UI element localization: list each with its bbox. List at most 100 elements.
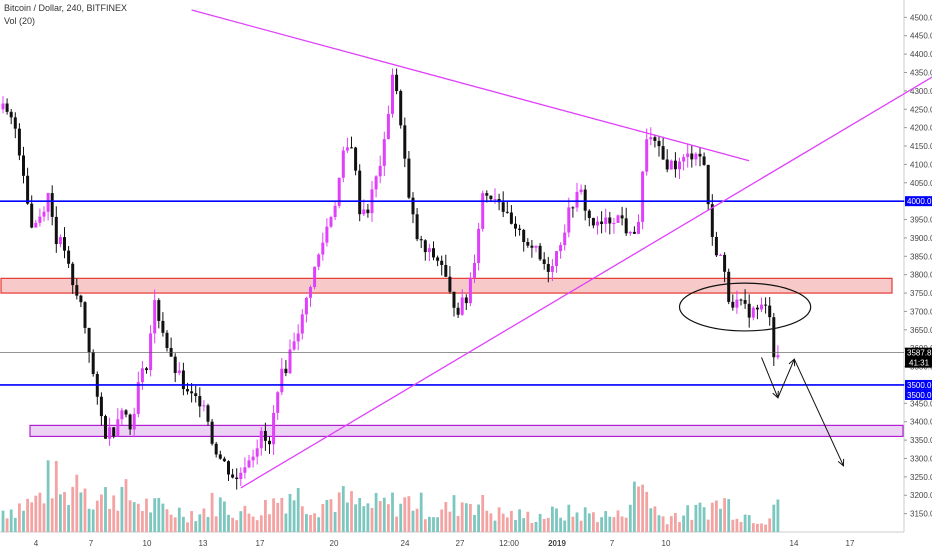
volume-bar	[760, 523, 763, 532]
candle-body	[222, 458, 226, 462]
volume-bar	[702, 507, 706, 532]
projection-arrow	[761, 357, 779, 399]
candle-body	[436, 257, 440, 261]
candle-body	[723, 254, 727, 272]
volume-bar	[288, 493, 292, 532]
price-tick-label: 3450.0	[910, 399, 932, 408]
time-tick-label: 12:00	[499, 539, 520, 548]
volume-bar	[91, 509, 95, 532]
volume-bar	[346, 502, 349, 532]
time-tick-label: 7	[610, 539, 615, 548]
candle-body	[321, 242, 325, 255]
candle-body	[612, 222, 616, 224]
candle-body	[329, 217, 333, 227]
candle-body	[268, 440, 271, 445]
volume-bar	[104, 487, 107, 532]
volume-bar	[411, 510, 415, 532]
volume-bar	[120, 486, 124, 532]
candle-body	[378, 165, 382, 177]
volume-bar	[514, 520, 517, 532]
candle-body	[751, 307, 755, 318]
price-tick-label: 4300.0	[910, 87, 932, 96]
volume-bar	[251, 516, 255, 532]
volume-bar	[227, 514, 230, 532]
candle-body	[177, 370, 181, 373]
candle-body	[26, 175, 30, 204]
candle-body	[116, 419, 120, 437]
volume-bar	[157, 497, 161, 532]
volume-bar	[50, 498, 54, 532]
volume-bar	[309, 515, 312, 532]
price-tick-label: 3350.0	[910, 436, 932, 445]
candle-body	[444, 264, 448, 277]
candle-body	[669, 160, 673, 170]
time-tick-label: 27	[456, 539, 465, 548]
volume-bar	[657, 515, 661, 532]
volume-bar	[329, 499, 333, 532]
volume-bar	[493, 520, 497, 532]
projection-arrow	[777, 359, 795, 399]
volume-bar	[387, 504, 390, 532]
volume-bar	[391, 492, 394, 532]
volume-bar	[202, 508, 206, 532]
candle-body	[227, 461, 230, 475]
resistance-zone	[0, 277, 893, 294]
candle-body	[67, 250, 71, 264]
volume-bar	[464, 503, 468, 532]
candle-body	[374, 176, 378, 190]
volume-bar	[436, 517, 439, 532]
current-price-label: 3587.8	[907, 349, 932, 358]
volume-bar	[223, 501, 226, 532]
volume-bar	[661, 516, 665, 532]
candle-body	[186, 389, 189, 392]
time-tick-label: 2019	[548, 539, 566, 548]
candle-body	[518, 228, 522, 230]
candle-body	[210, 421, 214, 444]
price-tick-label: 3750.0	[910, 289, 932, 298]
volume-bar	[243, 505, 247, 532]
candle-body	[337, 177, 341, 206]
candle-body	[542, 259, 546, 264]
candle-body	[760, 304, 763, 310]
candle-body	[13, 117, 17, 129]
volume-bar	[743, 514, 747, 532]
candle-body	[247, 460, 251, 468]
candle-body	[34, 222, 38, 228]
volume-bar	[526, 511, 530, 532]
volume-bar	[751, 523, 755, 532]
volume-bar	[165, 509, 169, 532]
volume-bar	[538, 513, 542, 532]
volume-bar	[776, 499, 780, 532]
candle-body	[9, 111, 13, 118]
candle-body	[657, 140, 661, 147]
volume-bar	[764, 524, 767, 532]
volume-bar	[333, 512, 337, 532]
candle-body	[526, 241, 530, 246]
support-zone	[29, 424, 904, 438]
candle-body	[128, 414, 132, 430]
candle-body	[411, 197, 415, 215]
candle-body	[567, 207, 571, 233]
candle-body	[477, 228, 481, 263]
volume-bar	[690, 519, 694, 532]
volume-bar	[128, 500, 132, 532]
volume-bar	[633, 481, 636, 532]
volume-bar	[481, 494, 485, 532]
candle-body	[702, 156, 706, 165]
time-tick-label: 24	[401, 539, 410, 548]
volume-bar	[587, 513, 591, 532]
candle-body	[665, 159, 669, 170]
candle-body	[362, 209, 366, 215]
candle-body	[259, 430, 263, 449]
candle-body	[120, 410, 124, 420]
volume-bar	[5, 518, 9, 532]
volume-bar	[141, 511, 144, 532]
candle-body	[157, 300, 161, 321]
volume-bar	[378, 501, 382, 532]
price-tick-label: 3800.0	[910, 271, 932, 280]
volume-bar	[218, 497, 222, 532]
volume-bar	[71, 486, 75, 532]
volume-bar	[620, 516, 624, 532]
volume-bar	[530, 522, 534, 532]
